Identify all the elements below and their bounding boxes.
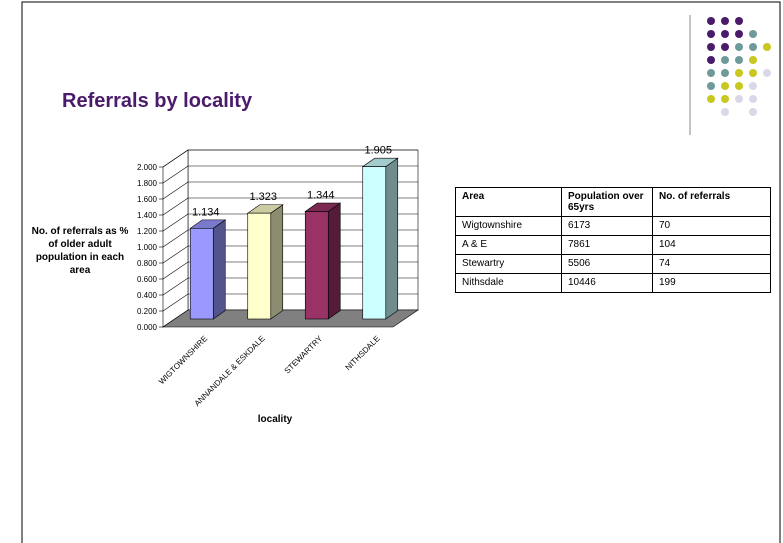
y-tick-label: 2.000 bbox=[137, 163, 158, 172]
data-label: 1.905 bbox=[364, 145, 392, 157]
bar-side bbox=[212, 219, 226, 320]
y-tick-label: 1.000 bbox=[137, 243, 158, 252]
grid-line bbox=[162, 197, 418, 216]
bar-side bbox=[270, 204, 284, 320]
table-cell: Stewartry bbox=[455, 254, 562, 274]
floor bbox=[162, 309, 419, 328]
x-tick-label: STEWARTRY bbox=[283, 334, 325, 376]
bar bbox=[247, 212, 272, 320]
bar bbox=[304, 211, 329, 320]
grid-line bbox=[162, 293, 418, 312]
data-label: 1.323 bbox=[249, 191, 277, 203]
table-cell: Wigtownshire bbox=[455, 216, 562, 236]
y-tick-label: 1.600 bbox=[137, 195, 158, 204]
y-tick-label: 0.600 bbox=[137, 275, 158, 284]
table-cell: 10446 bbox=[561, 273, 653, 293]
y-tick-label: 0.800 bbox=[137, 259, 158, 268]
table-header: No. of referrals bbox=[652, 187, 771, 217]
bar bbox=[189, 227, 214, 320]
slide-title: Referrals by locality bbox=[62, 90, 253, 112]
y-tick-label: 1.400 bbox=[137, 211, 158, 220]
grid-line bbox=[162, 213, 418, 232]
data-label: 1.344 bbox=[307, 189, 335, 201]
grid-line bbox=[162, 245, 418, 264]
bar-side bbox=[327, 202, 341, 320]
x-tick-label: NITHSDALE bbox=[344, 334, 382, 372]
slide-border bbox=[21, 1, 781, 543]
table-cell: 74 bbox=[652, 254, 771, 274]
table-cell: Nithsdale bbox=[455, 273, 562, 293]
bar bbox=[362, 166, 387, 320]
data-label: 1.134 bbox=[192, 206, 220, 218]
x-tick-label: WIGTOWNSHIRE bbox=[157, 334, 209, 386]
y-tick-label: 1.800 bbox=[137, 179, 158, 188]
table-header: Population over 65yrs bbox=[561, 187, 653, 217]
table-cell: A & E bbox=[455, 235, 562, 255]
table-cell: 5506 bbox=[561, 254, 653, 274]
table-cell: 199 bbox=[652, 273, 771, 293]
grid-line bbox=[162, 277, 418, 296]
grid-line bbox=[162, 261, 418, 280]
y-tick-label: 0.200 bbox=[137, 307, 158, 316]
table-cell: 104 bbox=[652, 235, 771, 255]
table-header: Area bbox=[455, 187, 562, 217]
bar-side bbox=[385, 157, 399, 320]
table-cell: 6173 bbox=[561, 216, 653, 236]
table-cell: 7861 bbox=[561, 235, 653, 255]
y-tick-label: 0.400 bbox=[137, 291, 158, 300]
grid-line bbox=[162, 229, 418, 248]
grid-line bbox=[162, 149, 418, 168]
y-tick-label: 1.200 bbox=[137, 227, 158, 236]
grid-line bbox=[162, 165, 418, 184]
y-axis-label: No. of referrals as % of older adult pop… bbox=[31, 226, 129, 276]
table-cell: 70 bbox=[652, 216, 771, 236]
y-tick-label: 0.000 bbox=[137, 323, 158, 332]
x-axis-label: locality bbox=[258, 414, 293, 425]
dot-decoration bbox=[707, 17, 771, 116]
grid-line bbox=[162, 181, 418, 200]
data-table: Area Population over 65yrs No. of referr… bbox=[455, 187, 771, 293]
